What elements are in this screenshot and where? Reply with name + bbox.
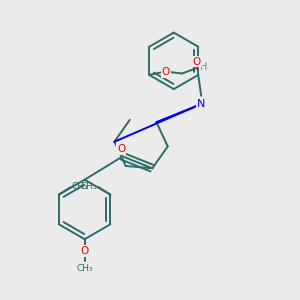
Text: CH₃: CH₃ — [76, 263, 93, 272]
Text: O: O — [117, 144, 125, 154]
Text: O: O — [161, 67, 170, 77]
Text: H: H — [200, 62, 207, 72]
Text: O: O — [80, 246, 89, 256]
Text: N: N — [197, 99, 206, 109]
Text: CH₃: CH₃ — [81, 182, 97, 191]
Text: O: O — [193, 57, 201, 67]
Text: CH₃: CH₃ — [72, 182, 88, 191]
